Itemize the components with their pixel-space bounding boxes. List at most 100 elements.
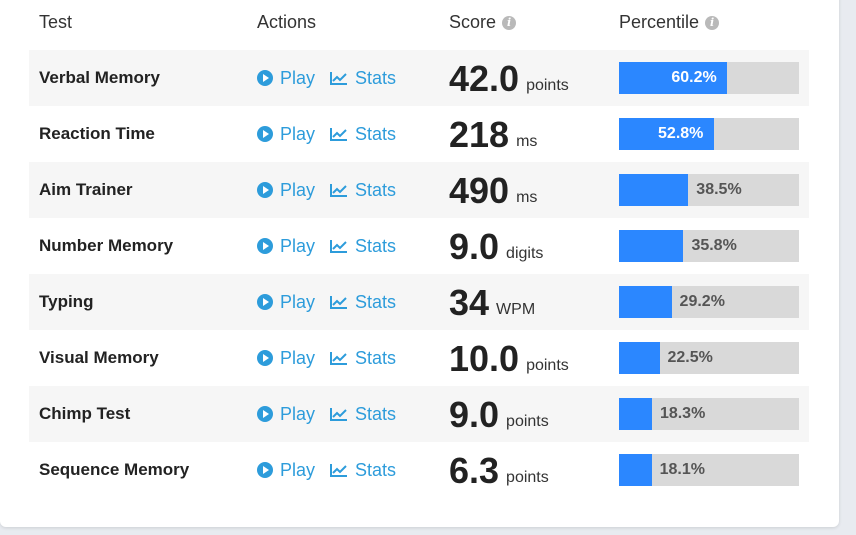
percentile-bar-fill [619,454,652,486]
stats-label: Stats [355,292,397,312]
test-name: Aim Trainer [39,180,133,199]
score-value: 6.3 [449,450,500,491]
score: 9.0 digits [449,218,543,274]
stats-label: Stats [355,348,397,368]
percentile-label: 22.5% [667,349,713,366]
percentile-label: 60.2% [671,69,717,86]
score-unit: ms [516,133,538,150]
play-button[interactable]: Play [257,106,315,162]
stats-button[interactable]: Stats [330,386,396,442]
score: 9.0 points [449,386,549,442]
stats-button[interactable]: Stats [330,442,396,498]
percentile-label: 52.8% [658,125,704,142]
play-icon [257,126,273,142]
play-icon [257,350,273,366]
play-label: Play [280,348,316,368]
percentile-label: 35.8% [691,237,737,254]
table-row: Chimp Test Play Stats 9.0 points 18.3% [29,386,809,442]
play-button[interactable]: Play [257,274,315,330]
header-test-label: Test [39,12,73,32]
stats-button[interactable]: Stats [330,274,396,330]
header-actions-label: Actions [257,12,317,32]
stats-label: Stats [355,460,397,480]
header-score: Score i [449,12,517,33]
stats-button[interactable]: Stats [330,162,396,218]
score-unit: points [506,413,549,430]
percentile-bar-fill [619,398,652,430]
table-row: Verbal Memory Play Stats 42.0 points 60.… [29,50,809,106]
test-name: Typing [39,292,94,311]
play-button[interactable]: Play [257,50,315,106]
percentile-bar-fill [619,174,689,206]
score-unit: points [526,77,569,94]
chart-icon [330,72,347,85]
percentile-bar: 29.2% [619,286,799,318]
chart-icon [330,184,347,197]
stats-button[interactable]: Stats [330,50,396,106]
score-unit: ms [516,189,538,206]
table-row: Sequence Memory Play Stats 6.3 points 18… [29,442,809,498]
stats-button[interactable]: Stats [330,106,396,162]
score: 42.0 points [449,50,569,106]
chart-icon [330,128,347,141]
percentile-bar-fill [619,62,728,94]
percentile-info-icon[interactable]: i [705,15,720,30]
chart-icon [330,240,347,253]
play-button[interactable]: Play [257,330,315,386]
play-button[interactable]: Play [257,442,315,498]
score-value: 218 [449,114,510,155]
stats-label: Stats [355,404,397,424]
chart-icon [330,464,347,477]
play-label: Play [280,180,316,200]
play-icon [257,70,273,86]
header-percentile-label: Percentile [619,12,700,32]
score-value: 490 [449,170,510,211]
play-label: Play [280,460,316,480]
score-value: 9.0 [449,394,500,435]
percentile-bar: 38.5% [619,174,799,206]
percentile-bar-fill [619,230,684,262]
score-unit: WPM [496,301,536,318]
test-name: Verbal Memory [39,68,160,87]
table-row: Visual Memory Play Stats 10.0 points 22.… [29,330,809,386]
stats-label: Stats [355,180,397,200]
play-button[interactable]: Play [257,162,315,218]
percentile-bar: 52.8% [619,118,799,150]
stats-label: Stats [355,236,397,256]
score-value: 34 [449,282,490,323]
table-row: Typing Play Stats 34 WPM 29.2% [29,274,809,330]
results-table-body: Verbal Memory Play Stats 42.0 points 60.… [29,50,809,498]
play-label: Play [280,68,316,88]
table-header: Test Actions Score i Percentile i [0,0,839,42]
percentile-bar-fill [619,118,715,150]
score-unit: digits [506,245,544,262]
percentile-bar: 35.8% [619,230,799,262]
stats-button[interactable]: Stats [330,218,396,274]
score: 6.3 points [449,442,549,498]
score-info-icon[interactable]: i [502,15,517,30]
results-card: Test Actions Score i Percentile i Verbal… [0,0,839,527]
percentile-label: 29.2% [679,293,725,310]
play-icon [257,238,273,254]
score: 218 ms [449,106,537,162]
play-icon [257,182,273,198]
play-button[interactable]: Play [257,386,315,442]
table-row: Reaction Time Play Stats 218 ms 52.8% [29,106,809,162]
percentile-bar: 18.1% [619,454,799,486]
play-label: Play [280,292,316,312]
score-value: 10.0 [449,338,520,379]
play-button[interactable]: Play [257,218,315,274]
percentile-bar: 18.3% [619,398,799,430]
percentile-bar: 60.2% [619,62,799,94]
test-name: Chimp Test [39,404,131,423]
score-unit: points [506,469,549,486]
stats-button[interactable]: Stats [330,330,396,386]
play-icon [257,406,273,422]
stats-label: Stats [355,124,397,144]
score-value: 42.0 [449,58,520,99]
test-name: Sequence Memory [39,460,190,479]
percentile-bar-fill [619,286,672,318]
header-score-label: Score [449,12,497,32]
play-label: Play [280,236,316,256]
test-name: Number Memory [39,236,174,255]
